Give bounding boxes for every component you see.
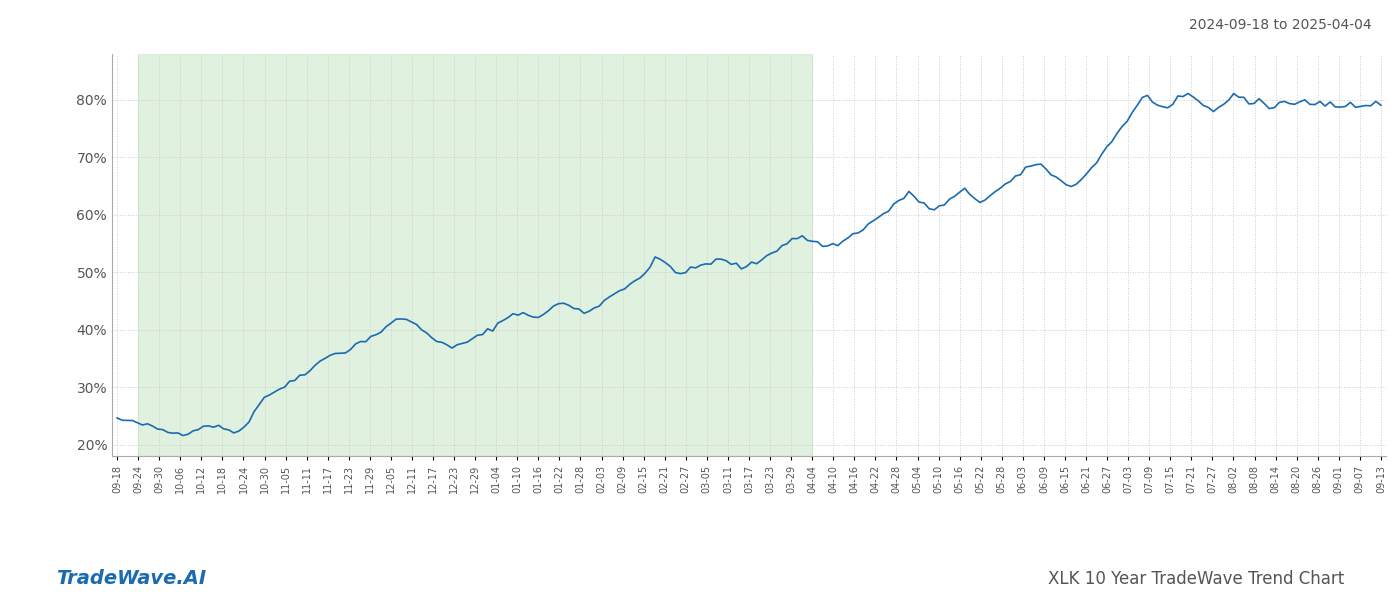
Text: 2024-09-18 to 2025-04-04: 2024-09-18 to 2025-04-04 [1190, 18, 1372, 32]
Bar [139, 54, 812, 456]
Text: TradeWave.AI: TradeWave.AI [56, 569, 206, 588]
Text: XLK 10 Year TradeWave Trend Chart: XLK 10 Year TradeWave Trend Chart [1047, 570, 1344, 588]
